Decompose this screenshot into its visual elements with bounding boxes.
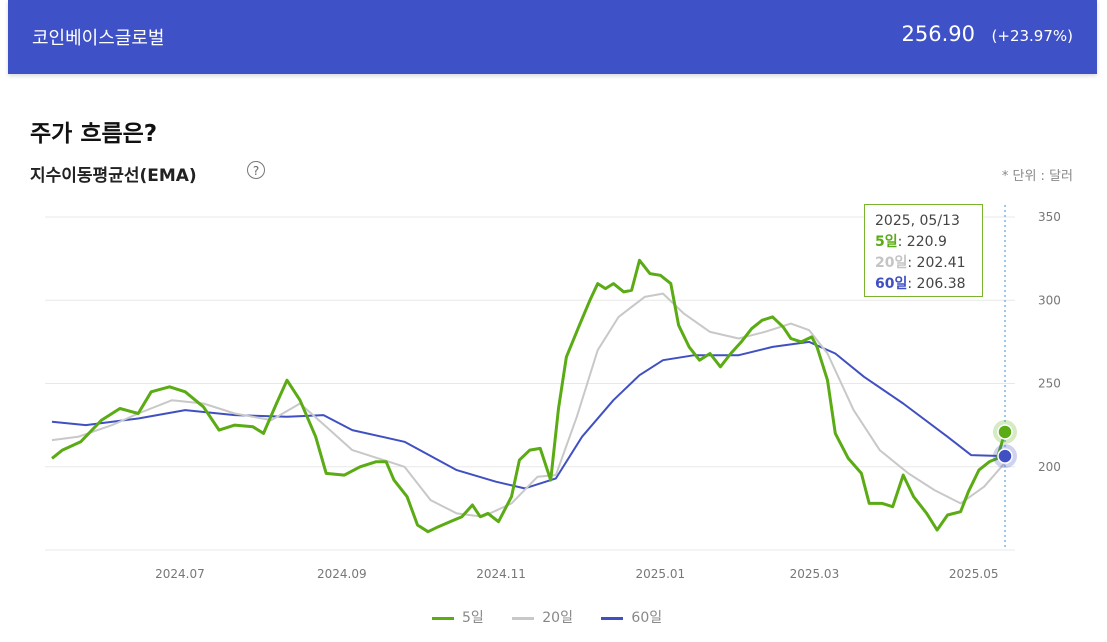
chart-subtitle: 지수이동평균선(EMA)	[30, 166, 197, 186]
tooltip-row-20: 20일: 202.41	[875, 253, 982, 274]
legend-swatch-20	[512, 616, 535, 620]
chart-legend: 5일 20일 60일	[432, 607, 686, 627]
unit-note: * 단위 : 달러	[1001, 169, 1073, 184]
series-line-0	[51, 258, 1007, 534]
tooltip-value-20: : 202.41	[907, 255, 966, 271]
legend-label-5: 5일	[462, 610, 484, 626]
hover-marker-2	[997, 448, 1013, 464]
legend-item-5[interactable]: 5일	[432, 607, 484, 627]
y-tick-label: 200	[1038, 460, 1061, 474]
tooltip-date: 2025, 05/13	[875, 213, 960, 229]
stock-name: 코인베이스글로벌	[32, 28, 165, 49]
x-tick-label: 2025.01	[636, 567, 686, 581]
legend-label-60: 60일	[631, 610, 663, 626]
tooltip-label-60: 60일	[875, 276, 908, 292]
ema-chart[interactable]: 350 300 250 200 2024.07 2024.09 2024.11 2025.01…	[0, 195, 1107, 595]
x-tick-label: 2025.03	[790, 567, 840, 581]
y-tick-label: 300	[1038, 293, 1061, 307]
question-circle-icon[interactable]: ?	[247, 161, 265, 179]
y-tick-label: 250	[1038, 377, 1061, 391]
x-tick-label: 2024.09	[317, 567, 367, 581]
tooltip-label-5: 5일	[875, 234, 898, 250]
legend-label-20: 20일	[542, 610, 573, 626]
y-tick-label: 350	[1038, 210, 1061, 224]
series-line-1	[51, 292, 1006, 518]
x-tick-label: 2024.07	[155, 567, 205, 581]
tooltip-value-5: : 220.9	[897, 234, 947, 250]
tooltip-value-60: : 206.38	[907, 276, 966, 292]
tooltip-row-5: 5일: 220.9	[875, 232, 982, 253]
tooltip-row-60: 60일: 206.38	[875, 274, 982, 295]
legend-item-60[interactable]: 60일	[601, 607, 662, 627]
stock-header: 코인베이스글로벌 256.90 (+23.97%)	[8, 0, 1097, 74]
stock-change: (+23.97%)	[991, 27, 1073, 45]
x-tick-label: 2024.11	[476, 567, 526, 581]
legend-item-20[interactable]: 20일	[512, 607, 573, 627]
chart-tooltip: 2025, 05/13 5일: 220.9 20일: 202.41 60일: 2…	[864, 204, 983, 297]
tooltip-label-20: 20일	[875, 255, 908, 271]
legend-swatch-5	[432, 616, 454, 620]
hover-marker-0	[997, 424, 1013, 440]
x-tick-label: 2025.05	[949, 567, 999, 581]
legend-swatch-60	[601, 616, 624, 620]
stock-price: 256.90	[901, 22, 975, 46]
section-title: 주가 흐름은?	[30, 121, 158, 147]
